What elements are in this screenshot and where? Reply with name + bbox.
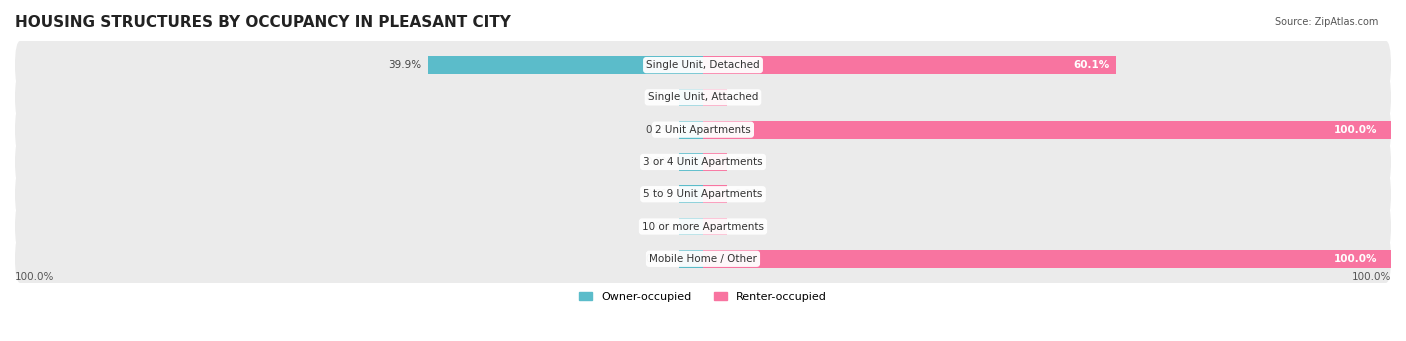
Text: 0.0%: 0.0% xyxy=(734,92,761,102)
Bar xyxy=(679,153,703,171)
Bar xyxy=(679,186,703,203)
Bar xyxy=(679,218,703,235)
Bar xyxy=(703,186,727,203)
Legend: Owner-occupied, Renter-occupied: Owner-occupied, Renter-occupied xyxy=(575,287,831,307)
Text: 0.0%: 0.0% xyxy=(645,125,672,135)
Bar xyxy=(703,56,1116,74)
Bar xyxy=(679,121,703,138)
Text: Single Unit, Detached: Single Unit, Detached xyxy=(647,60,759,70)
Text: Single Unit, Attached: Single Unit, Attached xyxy=(648,92,758,102)
Text: 0.0%: 0.0% xyxy=(645,189,672,199)
Text: 100.0%: 100.0% xyxy=(1334,125,1378,135)
Bar xyxy=(679,89,703,106)
FancyBboxPatch shape xyxy=(15,105,1391,154)
FancyBboxPatch shape xyxy=(15,41,1391,89)
Bar xyxy=(703,250,1391,268)
Text: 3 or 4 Unit Apartments: 3 or 4 Unit Apartments xyxy=(643,157,763,167)
Text: 100.0%: 100.0% xyxy=(1351,272,1391,282)
Text: 100.0%: 100.0% xyxy=(1334,254,1378,264)
FancyBboxPatch shape xyxy=(15,138,1391,186)
Text: 0.0%: 0.0% xyxy=(734,157,761,167)
Text: 10 or more Apartments: 10 or more Apartments xyxy=(643,222,763,232)
FancyBboxPatch shape xyxy=(15,202,1391,251)
Text: HOUSING STRUCTURES BY OCCUPANCY IN PLEASANT CITY: HOUSING STRUCTURES BY OCCUPANCY IN PLEAS… xyxy=(15,15,510,30)
Bar xyxy=(703,89,727,106)
Text: 5 to 9 Unit Apartments: 5 to 9 Unit Apartments xyxy=(644,189,762,199)
Text: 60.1%: 60.1% xyxy=(1073,60,1109,70)
Text: 39.9%: 39.9% xyxy=(388,60,422,70)
FancyBboxPatch shape xyxy=(15,235,1391,283)
Text: 0.0%: 0.0% xyxy=(734,222,761,232)
Bar xyxy=(679,250,703,268)
FancyBboxPatch shape xyxy=(15,73,1391,122)
Text: 100.0%: 100.0% xyxy=(15,272,55,282)
Text: 2 Unit Apartments: 2 Unit Apartments xyxy=(655,125,751,135)
Text: Mobile Home / Other: Mobile Home / Other xyxy=(650,254,756,264)
Text: 0.0%: 0.0% xyxy=(734,189,761,199)
Bar xyxy=(703,153,727,171)
Bar xyxy=(703,218,727,235)
Text: 0.0%: 0.0% xyxy=(645,254,672,264)
Text: 0.0%: 0.0% xyxy=(645,157,672,167)
Text: 0.0%: 0.0% xyxy=(645,222,672,232)
Text: Source: ZipAtlas.com: Source: ZipAtlas.com xyxy=(1274,17,1378,27)
Bar xyxy=(703,121,1391,138)
Bar xyxy=(429,56,703,74)
FancyBboxPatch shape xyxy=(15,170,1391,219)
Text: 0.0%: 0.0% xyxy=(645,92,672,102)
